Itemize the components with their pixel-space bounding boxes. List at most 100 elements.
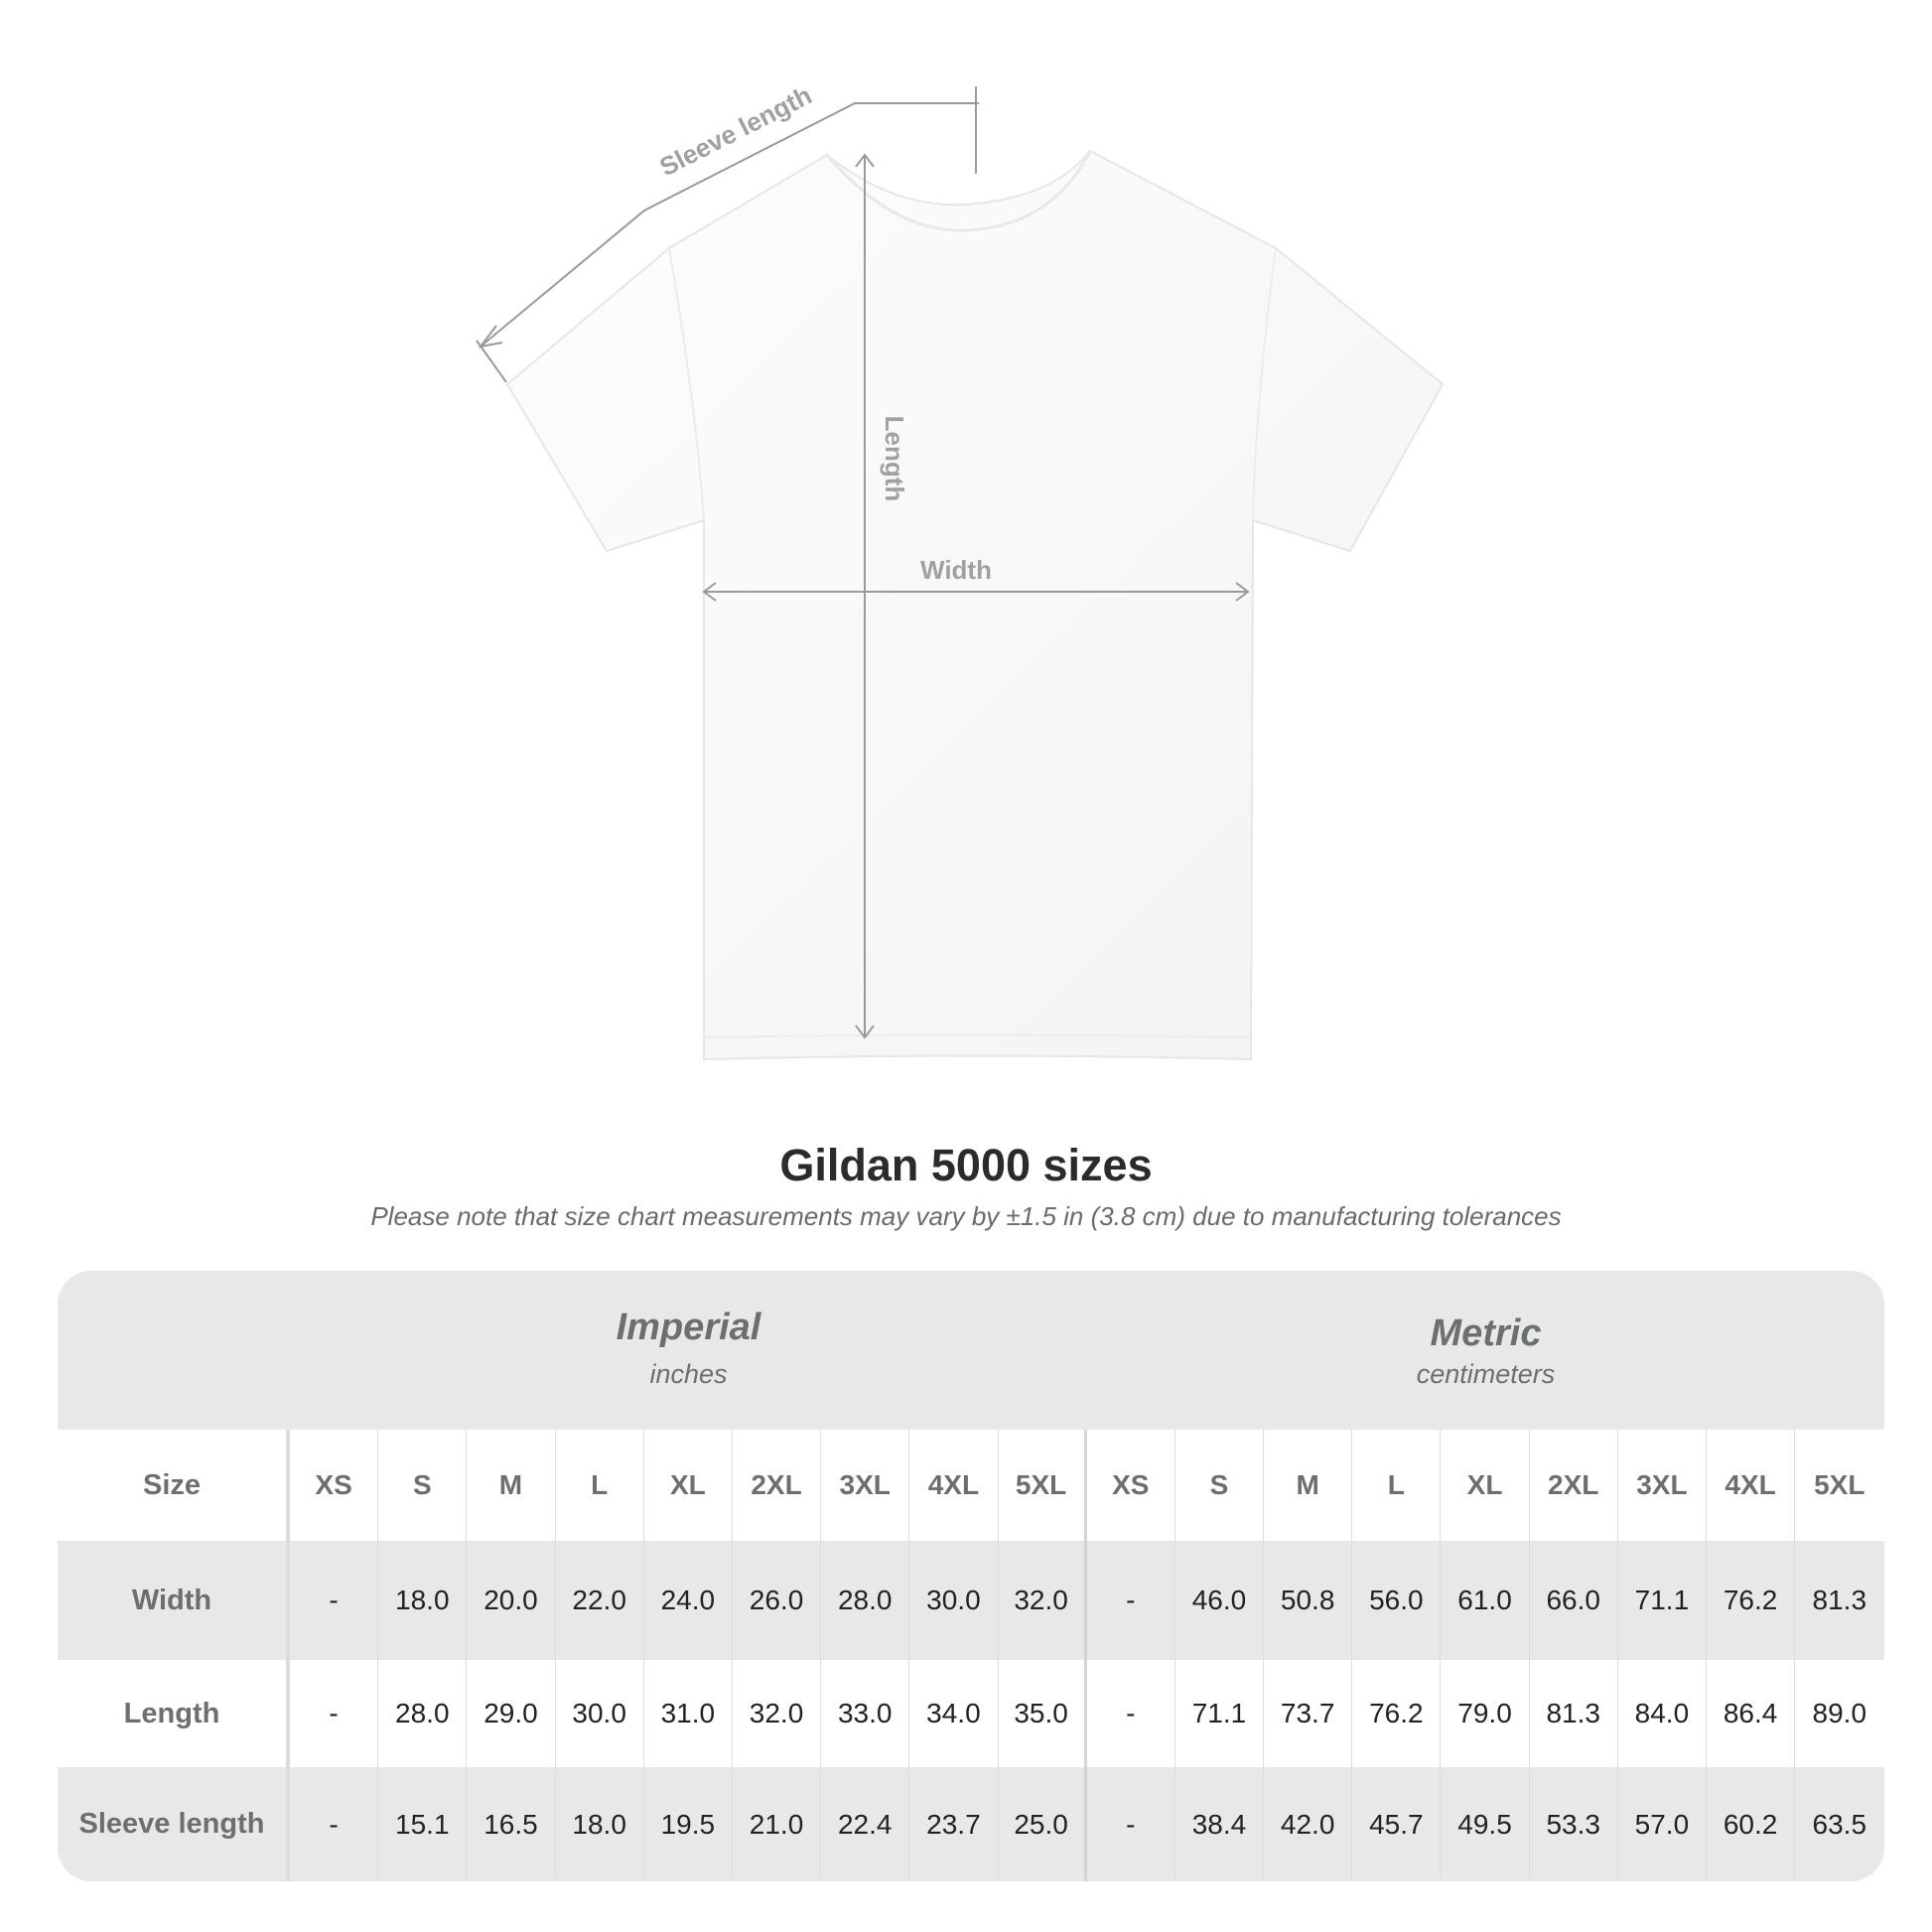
chart-title: Gildan 5000 sizes — [779, 1140, 1153, 1190]
value-cell: 89.0 — [1812, 1698, 1867, 1728]
value-cell: 53.3 — [1530, 1767, 1618, 1881]
imperial-unit: inches — [649, 1359, 728, 1389]
value-cell: 49.5 — [1441, 1767, 1530, 1881]
metric-header: Metric centimeters — [1087, 1271, 1884, 1430]
sleeve-arrow-icon — [478, 325, 503, 348]
value-cell: 28.0 — [821, 1541, 910, 1660]
imperial-title: Imperial — [616, 1307, 761, 1348]
value-cell: 23.7 — [909, 1767, 999, 1881]
row-label: Size — [58, 1430, 290, 1541]
value-cell: 18.0 — [556, 1767, 644, 1881]
value-cell: 45.7 — [1352, 1767, 1442, 1881]
row-label: Width — [58, 1541, 290, 1660]
value-cell: 57.0 — [1618, 1767, 1707, 1881]
size-header-cell: 3XL — [821, 1430, 910, 1541]
row-label: Sleeve length — [58, 1767, 290, 1881]
size-header-cell: XL — [644, 1430, 733, 1541]
value-cell: 32.0 — [733, 1660, 822, 1767]
value-cell: 76.2 — [1707, 1541, 1796, 1660]
length-arrow-top-icon — [855, 153, 875, 168]
value-cell: 46.0 — [1175, 1541, 1265, 1660]
value-cell: 25.0 — [999, 1767, 1087, 1881]
value-cell: 71.1 — [1618, 1541, 1707, 1660]
value-cell: 31.0 — [644, 1660, 733, 1767]
value-cell: 63.5 — [1812, 1808, 1867, 1840]
tshirt-seams — [668, 247, 1277, 1038]
value-cell: 30.0 — [909, 1541, 999, 1660]
size-header-cell: XS — [1087, 1430, 1175, 1541]
tshirt-collar — [825, 150, 1092, 232]
tshirt-shape — [505, 149, 1445, 1061]
size-header-cell: XS — [290, 1430, 379, 1541]
table-row: Sleeve length - 15.1 16.5 18.0 19.5 21.0 22.4 23… — [58, 1767, 1884, 1881]
value-cell: - — [290, 1541, 379, 1660]
value-cell: 42.0 — [1264, 1767, 1353, 1881]
size-header-cell: 2XL — [1530, 1430, 1618, 1541]
size-header-cell: 3XL — [1618, 1430, 1707, 1541]
value-cell: - — [1087, 1541, 1175, 1660]
metric-title: Metric — [1430, 1312, 1542, 1354]
length-label: Length — [880, 416, 909, 502]
value-cell: 66.0 — [1530, 1541, 1618, 1660]
value-cell: 33.0 — [821, 1660, 910, 1767]
value-cell: 76.2 — [1352, 1660, 1442, 1767]
value-cell: 81.3 — [1530, 1660, 1618, 1767]
value-cell: 38.4 — [1175, 1767, 1265, 1881]
size-header-cell: S — [378, 1430, 468, 1541]
size-table: Imperial inches Metric centimeters Size X… — [58, 1271, 1884, 1881]
sleeve-length-label: Sleeve length — [654, 80, 816, 183]
size-header-cell: 5XL — [999, 1430, 1087, 1541]
value-cell: 60.2 — [1707, 1767, 1796, 1881]
size-header-cell: 5XL — [1814, 1469, 1865, 1500]
value-cell: - — [1087, 1660, 1175, 1767]
size-header-cell: 4XL — [909, 1430, 999, 1541]
value-cell: - — [1087, 1767, 1175, 1881]
tshirt-diagram: Sleeve length Length Width — [476, 80, 1445, 1061]
table-row: Width -18.0 20.0 22.0 24.0 26.0 28.0 30.0 32.0-4… — [58, 1541, 1884, 1660]
size-header-cell: L — [1352, 1430, 1442, 1541]
value-cell: 26.0 — [733, 1541, 822, 1660]
size-header-cell: 2XL — [733, 1430, 822, 1541]
sleeve-length-end-tick — [476, 340, 507, 383]
table-row: Length -28.0 29.0 30.0 31.0 32.0 33.0 34.0 35.0-… — [58, 1660, 1884, 1767]
value-cell: 84.0 — [1618, 1660, 1707, 1767]
value-cell: 18.0 — [378, 1541, 468, 1660]
value-cell: 73.7 — [1264, 1660, 1353, 1767]
value-cell: 15.1 — [378, 1767, 468, 1881]
width-arrow-left-icon — [702, 582, 717, 602]
tolerance-note: Please note that size chart measurements… — [370, 1201, 1562, 1231]
value-cell: 30.0 — [556, 1660, 644, 1767]
value-cell: 86.4 — [1707, 1660, 1796, 1767]
length-arrow-bottom-icon — [855, 1025, 875, 1039]
value-cell: 22.4 — [821, 1767, 910, 1881]
imperial-header: Imperial inches — [290, 1271, 1087, 1430]
value-cell: 29.0 — [467, 1660, 556, 1767]
width-arrow-right-icon — [1235, 582, 1250, 602]
value-cell: 50.8 — [1264, 1541, 1353, 1660]
value-cell: - — [290, 1660, 379, 1767]
value-cell: 71.1 — [1175, 1660, 1265, 1767]
value-cell: 32.0 — [999, 1541, 1087, 1660]
width-label: Width — [920, 555, 992, 585]
size-header-row: Size XS S M L XL 2XL 3XL 4XL 5XL XS S M L XL 2XL 3XL 4XL 5… — [58, 1430, 1884, 1541]
metric-unit: centimeters — [1416, 1359, 1556, 1389]
size-header-cell: M — [1264, 1430, 1353, 1541]
value-cell: 79.0 — [1441, 1660, 1530, 1767]
value-cell: 81.3 — [1812, 1585, 1867, 1615]
value-cell: 56.0 — [1352, 1541, 1442, 1660]
size-header-cell: 4XL — [1707, 1430, 1796, 1541]
value-cell: 19.5 — [644, 1767, 733, 1881]
value-cell: 16.5 — [467, 1767, 556, 1881]
size-header-cell: L — [556, 1430, 644, 1541]
value-cell: 28.0 — [378, 1660, 468, 1767]
value-cell: 20.0 — [467, 1541, 556, 1660]
value-cell: 21.0 — [733, 1767, 822, 1881]
size-header-cell: XL — [1441, 1430, 1530, 1541]
value-cell: 35.0 — [999, 1660, 1087, 1767]
row-label: Length — [58, 1660, 290, 1767]
size-header-cell: M — [467, 1430, 556, 1541]
value-cell: 22.0 — [556, 1541, 644, 1660]
size-header-cell: S — [1175, 1430, 1265, 1541]
value-cell: 34.0 — [909, 1660, 999, 1767]
value-cell: 24.0 — [644, 1541, 733, 1660]
